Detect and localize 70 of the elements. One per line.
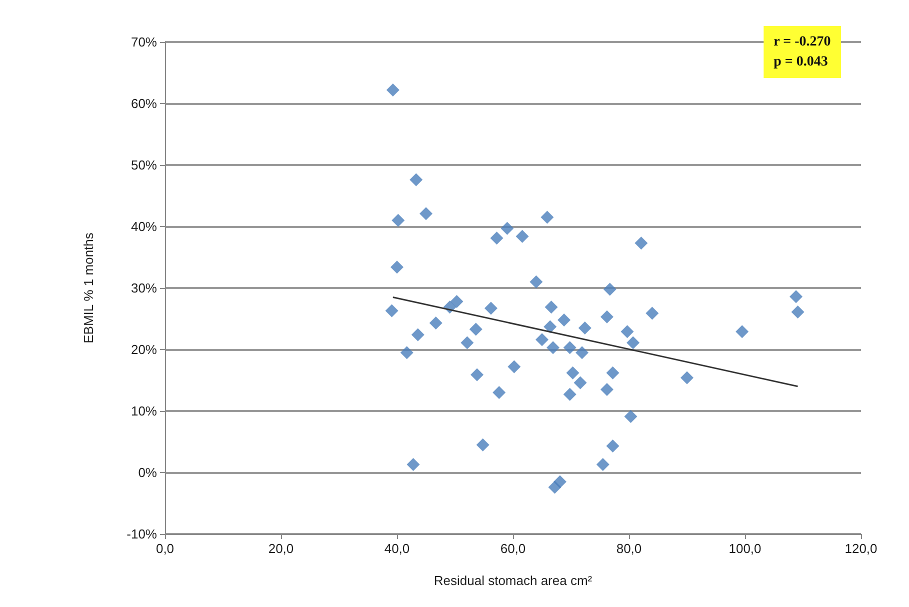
point xyxy=(680,371,694,384)
y-axis-title: EBMIL % 1 months xyxy=(81,232,96,344)
point xyxy=(490,232,504,245)
point xyxy=(736,325,749,338)
y-tick-label: 40% xyxy=(130,219,158,234)
point xyxy=(563,388,576,401)
x-tick-label: 60,0 xyxy=(500,541,526,556)
point xyxy=(646,306,659,320)
point xyxy=(492,386,506,400)
point xyxy=(450,295,464,308)
point xyxy=(634,236,648,250)
y-tick-label: -10% xyxy=(126,526,158,542)
x-tick-label: 0,0 xyxy=(156,541,174,556)
point xyxy=(600,310,614,324)
point xyxy=(546,341,560,354)
point xyxy=(386,83,400,96)
x-tick-label: 20,0 xyxy=(268,541,294,556)
point xyxy=(508,360,521,374)
point xyxy=(469,322,482,336)
point xyxy=(563,341,576,354)
point xyxy=(500,222,514,235)
point xyxy=(470,368,484,382)
point xyxy=(624,410,638,424)
point xyxy=(606,440,620,453)
point xyxy=(606,366,620,380)
y-tick-label: 20% xyxy=(130,342,158,357)
point xyxy=(385,304,398,318)
point xyxy=(626,336,640,350)
annotation: p = 0.043 xyxy=(774,54,828,70)
point xyxy=(536,333,548,346)
point xyxy=(516,230,529,243)
x-tick-label: 120,0 xyxy=(844,541,878,556)
x-tick-label: 80,0 xyxy=(616,541,642,556)
point xyxy=(603,282,616,296)
y-tick-label: 0% xyxy=(138,465,158,480)
point xyxy=(578,321,592,334)
point xyxy=(390,260,404,274)
point xyxy=(476,438,490,452)
annotation: r = -0.270 xyxy=(774,34,831,50)
point xyxy=(574,376,587,390)
point xyxy=(566,366,580,380)
point xyxy=(411,328,424,342)
point xyxy=(406,458,420,472)
point xyxy=(558,313,571,326)
point xyxy=(530,275,543,288)
point xyxy=(392,214,405,227)
y-tick-label: 10% xyxy=(130,404,158,418)
point xyxy=(484,302,498,315)
point xyxy=(600,382,614,396)
point xyxy=(429,316,442,330)
point xyxy=(596,458,610,472)
point xyxy=(791,305,804,318)
y-tick-label: 60% xyxy=(130,96,158,111)
x-axis-title: Residual stomach area cm² xyxy=(434,573,593,588)
point xyxy=(790,290,803,304)
point xyxy=(400,346,414,360)
point xyxy=(548,480,562,494)
point xyxy=(460,336,474,350)
point xyxy=(410,173,423,186)
point xyxy=(620,325,634,338)
y-tick-label: 70% xyxy=(130,34,158,50)
y-tick-label: 50% xyxy=(130,158,158,172)
x-tick-label: 40,0 xyxy=(384,541,410,556)
x-tick-label: 100,0 xyxy=(728,541,762,556)
point xyxy=(576,346,589,360)
point xyxy=(420,207,432,220)
point xyxy=(540,210,554,224)
point xyxy=(544,300,558,314)
y-tick-label: 30% xyxy=(130,280,158,296)
point xyxy=(544,320,557,334)
